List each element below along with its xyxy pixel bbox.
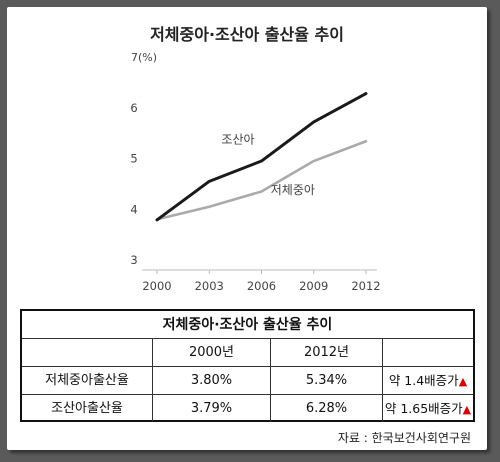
y-tick-label: 4	[130, 202, 137, 216]
series-line-preterm	[155, 92, 368, 222]
row-label: 조산아출산율	[51, 401, 123, 416]
x-tick-label: 2006	[247, 279, 276, 293]
increase-triangle-icon: ▲	[458, 375, 468, 388]
summary-table: 저체중아·조산아 출산율 추이 2000년 2012년 저체중아출산율 3.80…	[20, 309, 475, 422]
x-tick-label: 2000	[142, 279, 171, 293]
header-cell-2012: 2012년	[270, 339, 382, 366]
y-axis-label: 7(%)	[131, 51, 157, 64]
y-tick-label: 6	[130, 101, 137, 115]
chart-title: 저체중아·조산아 출산율 추이	[150, 25, 344, 44]
header-cell-change	[382, 339, 473, 366]
x-tick-label: 2009	[299, 279, 328, 293]
increase-triangle-icon: ▲	[462, 403, 472, 416]
change-text: 약 1.4배증가	[388, 373, 459, 388]
row-value-2000: 3.79%	[152, 395, 270, 422]
row-change: 약 1.4배증가▲	[382, 367, 473, 394]
x-tick-label: 2012	[351, 279, 380, 293]
row-change: 약 1.65배증가▲	[382, 395, 473, 422]
y-tick-label: 3	[130, 253, 137, 267]
x-tick-label: 2003	[195, 279, 224, 293]
chart-series	[155, 92, 368, 222]
table-row: 저체중아출산율 3.80% 5.34% 약 1.4배증가▲	[22, 367, 473, 395]
table-header-row: 2000년 2012년	[22, 339, 473, 367]
row-label: 저체중아출산율	[45, 373, 129, 388]
infographic-card: 저체중아·조산아 출산율 추이 2000 2003 2006 2009 2012 3 4 5 6…	[7, 7, 487, 450]
table-row: 조산아출산율 3.79% 6.28% 약 1.65배증가▲	[22, 395, 473, 422]
chart-axes: 2000 2003 2006 2009 2012 3 4 5 6 7(%)	[130, 51, 380, 293]
series-label: 조산아	[221, 132, 254, 146]
y-tick-label: 5	[130, 152, 137, 166]
row-value-2012: 5.34%	[270, 367, 382, 394]
row-value-2012: 6.28%	[270, 395, 382, 422]
table-title: 저체중아·조산아 출산율 추이	[22, 311, 473, 339]
header-cell-empty	[22, 339, 152, 366]
source-note: 자료 : 한국보건사회연구원	[337, 431, 471, 445]
change-text: 약 1.65배증가	[384, 401, 463, 416]
series-label: 저체중아	[271, 183, 315, 197]
row-value-2000: 3.80%	[152, 367, 270, 394]
series-line-low-birthweight	[155, 139, 368, 221]
header-cell-2000: 2000년	[152, 339, 270, 366]
